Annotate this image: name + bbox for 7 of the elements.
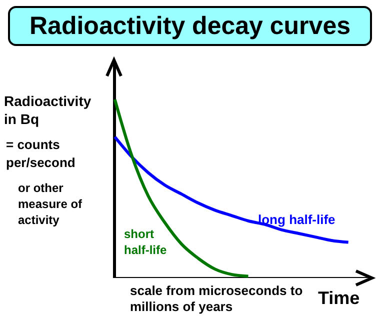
chart-title: Radioactivity decay curves: [8, 6, 372, 46]
text: = counts per/second: [6, 136, 76, 172]
text: scale from microseconds to millions of years: [130, 283, 303, 314]
y-axis-title: Radioactivity in Bq: [4, 92, 92, 128]
series-label: short half-life: [124, 227, 167, 257]
text: or other measure of activity: [18, 180, 84, 228]
x-axis-title: Time: [318, 288, 360, 309]
